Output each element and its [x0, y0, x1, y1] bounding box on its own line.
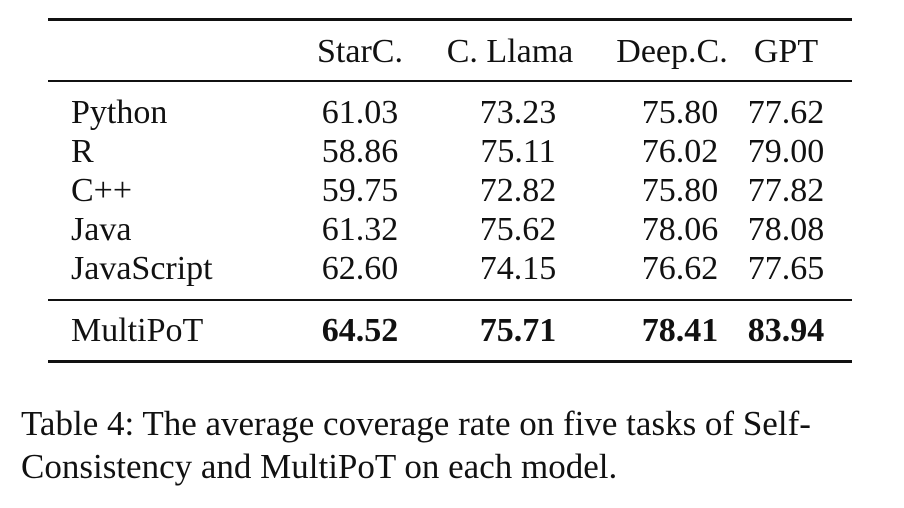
- table-cell: 75.80: [641, 172, 719, 209]
- row-label-python: Python: [71, 94, 168, 131]
- table-cell: 75.80: [641, 94, 719, 131]
- table-bottom-rule: [48, 360, 852, 363]
- table-cell: 78.06: [641, 211, 719, 248]
- table-cell: 61.32: [321, 211, 399, 248]
- table-cell-bold: 83.94: [747, 312, 825, 349]
- table-cell: 61.03: [321, 94, 399, 131]
- row-label-cpp: C++: [71, 172, 133, 209]
- table-cell: 76.02: [641, 133, 719, 170]
- column-header-deep-c: Deep.C.: [616, 33, 728, 70]
- table-cell: 58.86: [321, 133, 399, 170]
- table-cell-bold: 64.52: [321, 312, 399, 349]
- table-cell: 73.23: [479, 94, 557, 131]
- row-label-java: Java: [71, 211, 132, 248]
- column-header-starc: StarC.: [317, 33, 403, 70]
- table-header-rule: [48, 80, 852, 82]
- table-cell: 77.82: [747, 172, 825, 209]
- table-cell: 74.15: [479, 250, 557, 287]
- row-label-multipot: MultiPoT: [71, 312, 204, 349]
- table-cell: 77.65: [747, 250, 825, 287]
- table-top-rule: [48, 18, 852, 21]
- column-header-gpt: GPT: [753, 33, 819, 70]
- table-cell: 75.11: [480, 133, 556, 170]
- table-caption: Table 4: The average coverage rate on fi…: [21, 404, 811, 486]
- table-cell: 75.62: [479, 211, 557, 248]
- row-label-javascript: JavaScript: [71, 250, 213, 287]
- table-summary-rule: [48, 299, 852, 301]
- table-cell: 77.62: [747, 94, 825, 131]
- table-cell-bold: 75.71: [479, 312, 557, 349]
- column-header-c-llama: C. Llama: [446, 33, 574, 70]
- table-cell: 59.75: [321, 172, 399, 209]
- table-cell: 76.62: [641, 250, 719, 287]
- table-cell: 79.00: [747, 133, 825, 170]
- table-cell-bold: 78.41: [641, 312, 719, 349]
- row-label-r: R: [71, 133, 94, 170]
- table-cell: 62.60: [321, 250, 399, 287]
- table-cell: 72.82: [479, 172, 557, 209]
- table-cell: 78.08: [747, 211, 825, 248]
